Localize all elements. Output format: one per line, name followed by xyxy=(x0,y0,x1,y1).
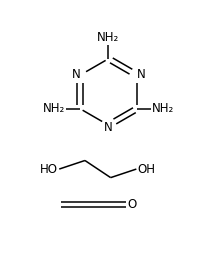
Text: N: N xyxy=(72,68,80,81)
Text: NH₂: NH₂ xyxy=(152,102,174,115)
Text: N: N xyxy=(104,121,113,134)
Text: OH: OH xyxy=(137,163,155,176)
Text: HO: HO xyxy=(40,163,58,176)
Text: NH₂: NH₂ xyxy=(43,102,65,115)
Text: NH₂: NH₂ xyxy=(97,31,120,44)
Text: N: N xyxy=(137,68,145,81)
Text: O: O xyxy=(127,198,137,211)
